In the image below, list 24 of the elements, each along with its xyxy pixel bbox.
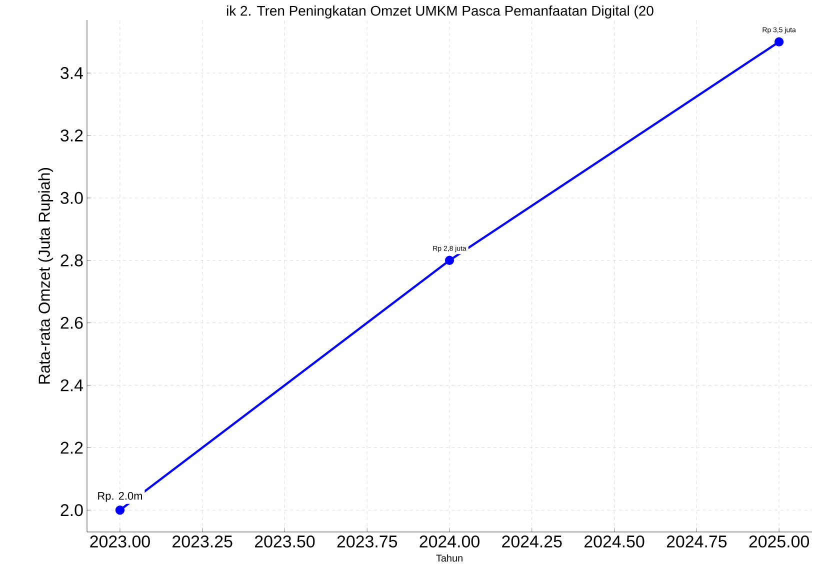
y-tick-label: 2.0: [60, 504, 83, 516]
y-tick-label: 3.4: [60, 67, 83, 80]
y-tick-label: 3.0: [60, 192, 83, 204]
y-tick-label: 3.2: [60, 129, 83, 142]
x-tick-label: 2023.25: [172, 536, 232, 548]
y-tick-label: 2.4: [60, 379, 83, 392]
x-tick-label: 2024.50: [584, 536, 644, 548]
x-tick-label: 2024.25: [502, 536, 562, 548]
y-axis-title: Rata-rata Omzet (Juta Rupiah): [38, 168, 54, 384]
x-tick-label: 2023.50: [254, 536, 315, 548]
chart-title: ik 2. Tren Peningkatan Omzet UMKM Pasca Pemanfaatan Digital (20: [226, 6, 654, 19]
y-tick-label: 2.8: [60, 254, 83, 266]
x-tick-label: 2024.75: [666, 536, 727, 548]
x-tick-label: 2023.75: [337, 536, 398, 548]
y-tick-label: 2.2: [60, 442, 83, 454]
x-tick-label: 2024.00: [420, 536, 480, 548]
point: [774, 37, 784, 46]
point: [115, 506, 125, 515]
y-tick-label: 2.6: [60, 316, 83, 329]
point: [444, 256, 454, 265]
x-tick-label: 2023.00: [90, 536, 150, 548]
x-tick-label: 2025.00: [749, 536, 809, 548]
annotation: Rp. 2.0m: [98, 492, 142, 502]
x-axis-title: Tahun: [436, 554, 462, 562]
